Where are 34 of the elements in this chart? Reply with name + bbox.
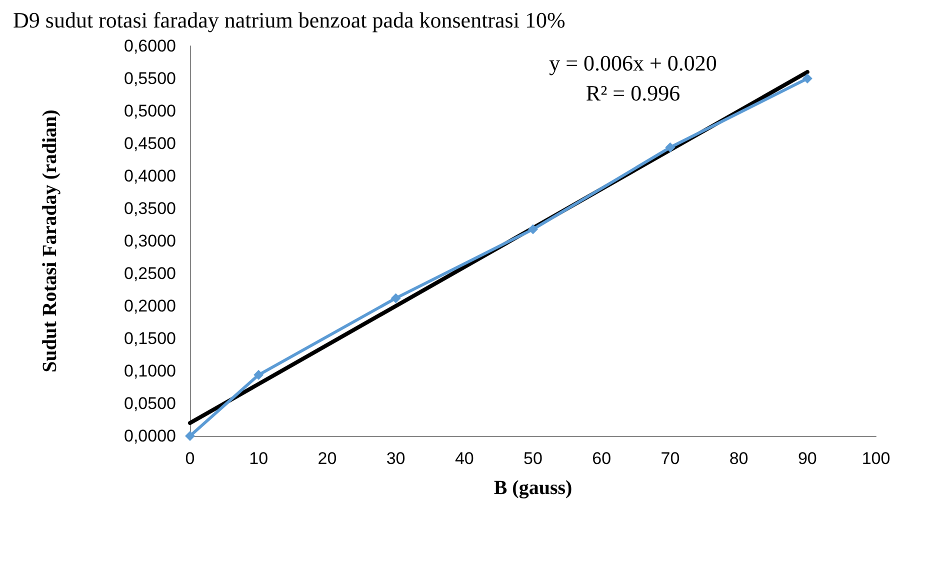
x-axis-title: B (gauss) xyxy=(494,477,572,499)
point xyxy=(802,74,812,84)
x-tick-label: 10 xyxy=(249,449,268,468)
y-tick-label: 0,4000 xyxy=(124,166,176,186)
x-tick-label: 90 xyxy=(798,449,817,468)
chart-title: D9 sudut rotasi faraday natrium benzoat pada konsentrasi 10% xyxy=(13,8,566,32)
annotation: y = 0.006x + 0.020 R² = 0.996 xyxy=(549,50,717,106)
y-tick-label: 0,2000 xyxy=(124,296,176,316)
point xyxy=(185,431,195,441)
x-tick-label: 70 xyxy=(660,449,680,468)
point xyxy=(390,293,401,304)
y-tick-label: 0,3500 xyxy=(124,199,176,218)
x-tick-label: 30 xyxy=(386,449,406,468)
x-tick-label: 50 xyxy=(524,449,542,468)
x-tick-label: 80 xyxy=(729,449,748,468)
point xyxy=(254,370,264,380)
x-tick-label: 40 xyxy=(454,449,474,468)
y-tick-label: 0,1000 xyxy=(124,362,176,380)
y-axis-title: Sudut Rotasi Faraday (radian) xyxy=(39,110,61,372)
point xyxy=(665,142,676,152)
y-tick-label: 0,3000 xyxy=(124,232,176,250)
y-tick-label: 0,2500 xyxy=(124,264,176,283)
y-tick-label: 0,6000 xyxy=(124,36,176,56)
x-tick-label: 100 xyxy=(862,449,890,468)
y-tick-label: 0,1500 xyxy=(124,329,176,348)
y-tick-label: 0,0500 xyxy=(124,394,176,413)
x-tick-label: 0 xyxy=(185,449,195,468)
x-tick-label: 20 xyxy=(318,449,337,468)
y-tick-label: 0,4500 xyxy=(124,134,176,153)
y-tick-label: 0,0000 xyxy=(124,426,176,446)
x-tick-label: 60 xyxy=(592,449,612,468)
point xyxy=(528,224,538,234)
y-tick-label: 0,5500 xyxy=(124,69,176,88)
y-tick-label: 0,5000 xyxy=(124,102,176,120)
